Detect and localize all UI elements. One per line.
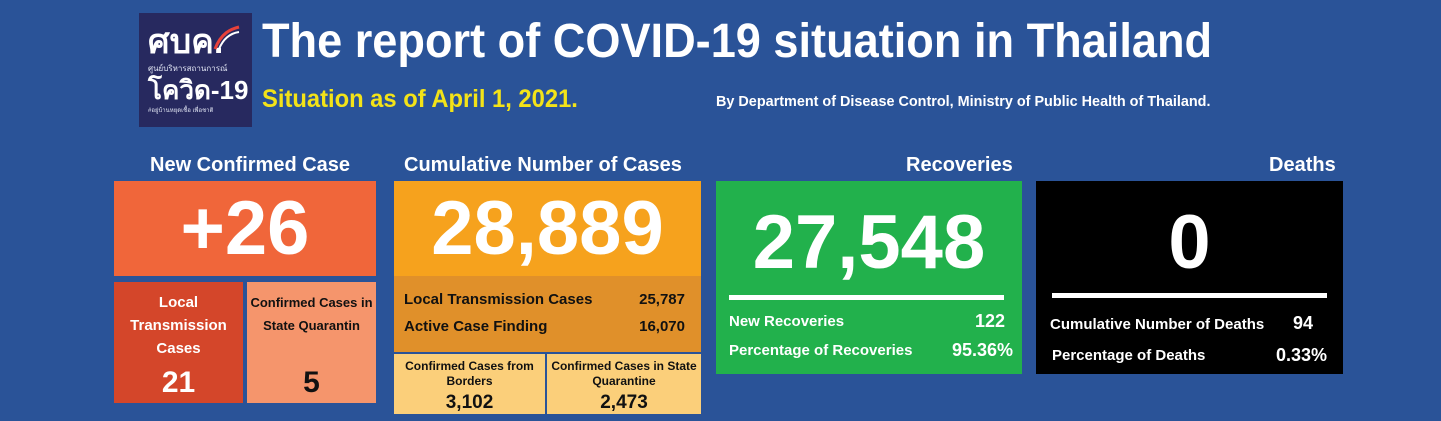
recoveries-divider (729, 295, 1004, 300)
deaths-divider (1052, 293, 1327, 298)
recovery-percentage-label: Percentage of Recoveries (729, 342, 913, 359)
cumulative-panel: 28,889 (394, 181, 701, 276)
logo-text-main: ศบค. (148, 23, 224, 61)
situation-date: Situation as of April 1, 2021. (262, 85, 578, 113)
logo-text-covid: โควิด-19 (148, 75, 249, 105)
borders-value: 3,102 (445, 392, 494, 413)
logo-swoosh-icon (213, 25, 240, 50)
recoveries-value: 27,548 (752, 200, 986, 285)
new-recoveries-value: 122 (974, 311, 1005, 331)
cumulative-breakdown-panel: Local Transmission Cases 25,787 Active C… (394, 276, 701, 352)
active-case-finding-label: Active Case Finding (404, 318, 548, 335)
local-transmission-value: 21 (161, 366, 196, 399)
new-confirmed-panel: +26 (114, 181, 376, 276)
cumulative-local-label: Local Transmission Cases (404, 291, 593, 308)
deaths-panel: 0 Cumulative Number of Deaths 94 Percent… (1036, 181, 1343, 374)
new-recoveries-label: New Recoveries (729, 313, 845, 330)
state-quarantine-value: 5 (303, 366, 320, 399)
cumulative-deaths-value: 94 (1292, 313, 1313, 333)
recoveries-heading: Recoveries (906, 154, 1013, 176)
cumulative-quarantine-label: Confirmed Cases in State Quarantine (551, 359, 697, 388)
recovery-percentage-value: 95.36% (951, 340, 1013, 360)
new-confirmed-value: +26 (180, 186, 310, 271)
byline: By Department of Disease Control, Minist… (716, 93, 1211, 110)
local-transmission-panel: Local Transmission Cases 21 (114, 282, 243, 403)
recoveries-panel: 27,548 New Recoveries 122 Percentage of … (716, 181, 1022, 374)
local-transmission-label: Local Transmission Cases (130, 294, 227, 357)
deaths-value: 0 (1168, 200, 1211, 285)
cumulative-deaths-label: Cumulative Number of Deaths (1050, 316, 1265, 333)
page-title: The report of COVID-19 situation in Thai… (262, 15, 1213, 68)
deaths-heading: Deaths (1269, 154, 1336, 176)
cumulative-quarantine-value: 2,473 (600, 392, 648, 413)
state-quarantine-label: Confirmed Cases in State Quarantin (250, 295, 373, 333)
cumulative-heading: Cumulative Number of Cases (404, 154, 682, 176)
logo-text-sub: ศูนย์บริหารสถานการณ์ (148, 64, 228, 73)
state-quarantine-panel: Confirmed Cases in State Quarantin 5 (247, 282, 376, 403)
borders-label: Confirmed Cases from Borders (405, 359, 534, 388)
active-case-finding-value: 16,070 (639, 318, 685, 335)
ccsa-logo: ศบค. ศูนย์บริหารสถานการณ์ โควิด-19 #อยู่… (139, 13, 252, 127)
cumulative-local-value: 25,787 (639, 291, 685, 308)
borders-panel: Confirmed Cases from Borders 3,102 (394, 354, 545, 414)
cumulative-quarantine-panel: Confirmed Cases in State Quarantine 2,47… (547, 354, 701, 414)
death-percentage-value: 0.33% (1275, 345, 1327, 365)
new-confirmed-heading: New Confirmed Case (150, 154, 351, 176)
logo-text-tagline: #อยู่บ้านหยุดเชื้อ เพื่อชาติ (148, 108, 214, 114)
cumulative-value: 28,889 (431, 186, 664, 271)
death-percentage-label: Percentage of Deaths (1052, 347, 1206, 364)
